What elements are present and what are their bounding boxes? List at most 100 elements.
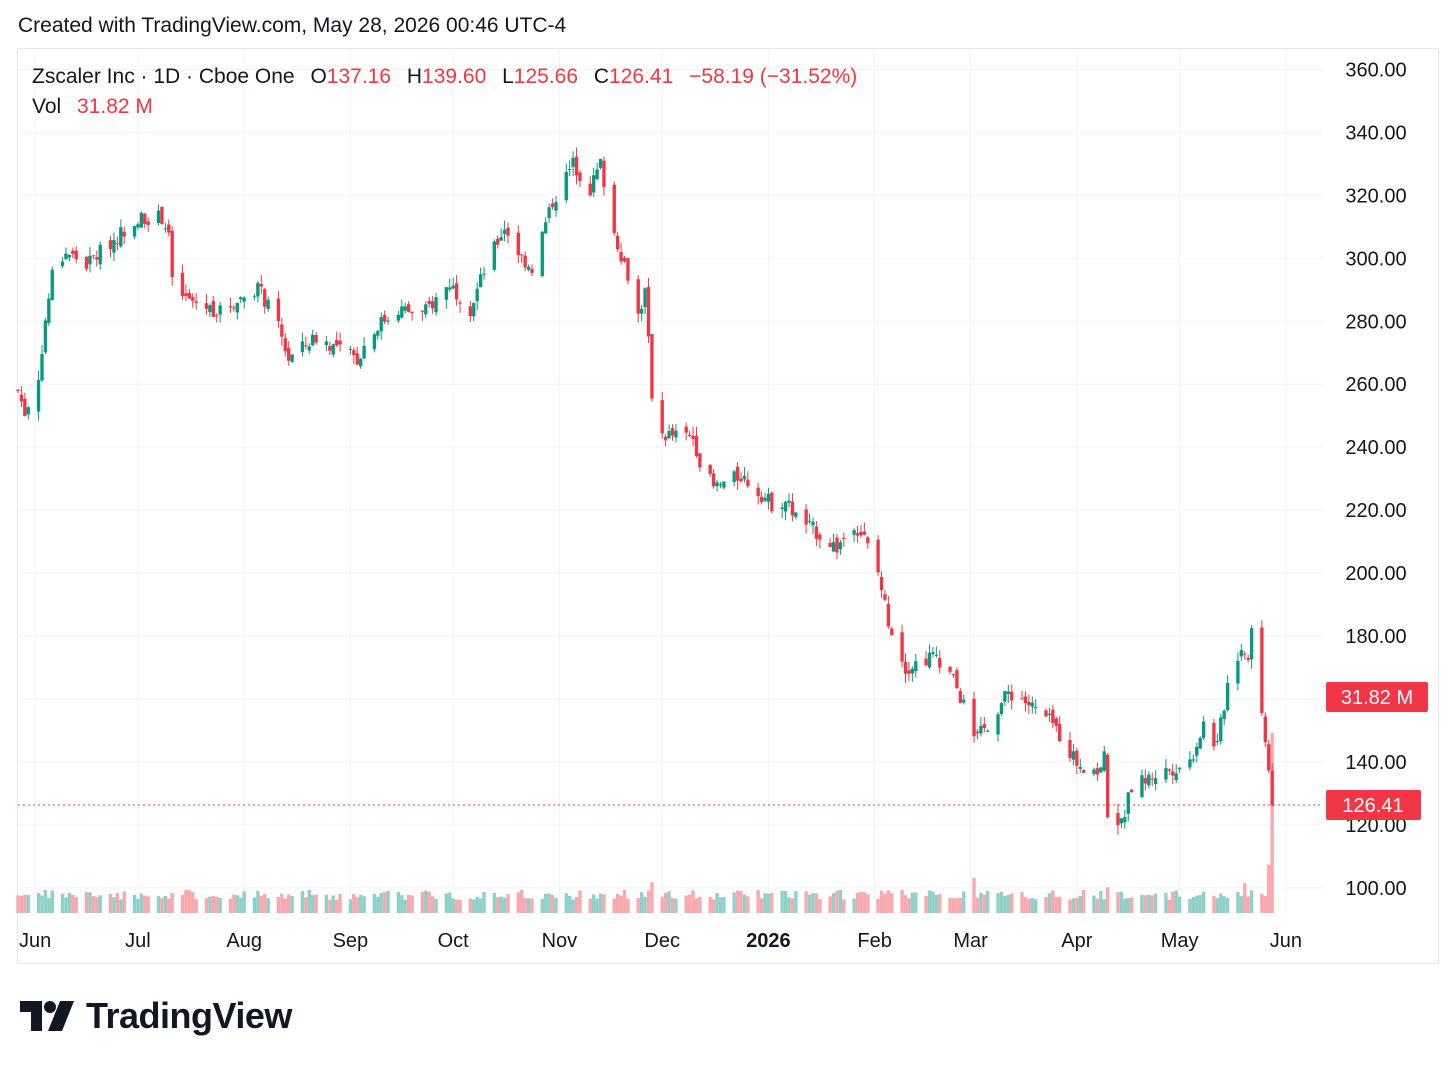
volume-bar — [907, 898, 911, 913]
volume-bar — [722, 897, 726, 913]
candle-body — [1222, 710, 1226, 719]
price-candles — [16, 147, 1274, 835]
candle-body — [95, 257, 99, 260]
candle-body — [866, 537, 870, 544]
candle-body — [612, 184, 616, 233]
volume-bar — [1095, 898, 1100, 913]
candle-body — [40, 353, 44, 381]
candle-body — [328, 346, 332, 351]
candle-body — [975, 731, 980, 734]
candle-body — [684, 426, 688, 433]
candle-body — [187, 292, 192, 299]
candle-body — [84, 256, 89, 269]
candle-body — [698, 453, 702, 468]
legend: Zscaler Inc · 1D · Cboe One O137.16 H139… — [32, 62, 857, 122]
volume-bar — [376, 896, 380, 913]
candle-body — [376, 330, 380, 336]
chart-attribution: Created with TradingView.com, May 28, 20… — [18, 14, 567, 37]
candle-body — [790, 501, 795, 516]
volume-bar — [160, 897, 164, 913]
candle-body — [766, 493, 771, 502]
candle-body — [1123, 817, 1127, 823]
candle-body — [619, 251, 623, 262]
volume-bar — [1198, 894, 1202, 913]
volume-bar — [263, 893, 267, 913]
volume-bar — [266, 898, 270, 913]
candle-body — [242, 297, 246, 302]
volume-bar — [602, 894, 606, 913]
volume-bar — [650, 882, 654, 913]
price-badge-text: 126.41 — [1342, 795, 1403, 817]
volume-bar — [674, 898, 678, 913]
x-tick-label: 2026 — [746, 930, 791, 952]
volume-bar — [986, 890, 990, 913]
candle-body — [636, 279, 640, 314]
legend-close-label: C — [593, 65, 610, 88]
candle-body — [1267, 744, 1271, 771]
volume-bar — [1116, 892, 1120, 913]
candle-body — [972, 698, 976, 737]
volume-bar — [958, 897, 963, 913]
volume-bar — [132, 894, 137, 913]
candle-body — [112, 239, 116, 253]
volume-bar — [40, 895, 44, 913]
volume-bar — [780, 890, 784, 913]
candle-body — [23, 398, 27, 416]
candle-body — [47, 298, 51, 323]
candle-body — [794, 512, 798, 517]
candle-body — [36, 379, 41, 412]
volume-bar — [1102, 899, 1106, 913]
volume-bar — [691, 890, 695, 913]
volume-bar — [108, 893, 113, 913]
volume-bar — [1260, 893, 1264, 913]
volume-bar — [708, 896, 712, 913]
candle-body — [239, 297, 243, 300]
volume-bar — [540, 898, 544, 913]
volume-bar — [191, 891, 195, 913]
candle-body — [472, 303, 476, 317]
candle-body — [1195, 746, 1199, 756]
time-axis: Jun Jul Aug Sep Oct Nov Dec 2026 Feb Mar Apr May Jun — [19, 930, 1302, 952]
candle-body — [574, 156, 579, 176]
y-tick-label: 200.00 — [1345, 563, 1406, 585]
candle-body — [1051, 709, 1055, 724]
candle-body — [564, 171, 568, 201]
volume-bar — [1082, 889, 1086, 913]
volume-bar — [492, 893, 496, 913]
y-tick-label: 340.00 — [1345, 122, 1406, 144]
candle-body — [1092, 769, 1096, 775]
volume-bar — [1071, 898, 1076, 913]
candle-body — [1082, 769, 1086, 773]
volume-bar — [999, 891, 1004, 913]
candle-body — [458, 302, 462, 304]
volume-bar — [1092, 895, 1096, 913]
candle-body — [835, 537, 839, 553]
candle-body — [496, 238, 500, 245]
volume-bar — [304, 897, 308, 913]
candle-body — [687, 434, 692, 436]
candle-body — [907, 670, 911, 674]
candle-body — [718, 484, 723, 486]
volume-bar — [143, 895, 147, 913]
candle-body — [184, 293, 188, 297]
candle-body — [571, 157, 575, 167]
volume-bar — [50, 890, 54, 913]
brand[interactable]: TradingView — [20, 995, 292, 1037]
candle-body — [122, 231, 126, 237]
candle-body — [300, 341, 305, 353]
volume-bar — [636, 898, 640, 913]
volume-bar — [1236, 891, 1240, 913]
volume-bar — [687, 894, 692, 913]
volume-bar — [403, 899, 407, 913]
y-tick-label: 140.00 — [1345, 752, 1406, 774]
candle-body — [266, 299, 270, 309]
candle-body — [1020, 698, 1024, 700]
candle-body — [962, 699, 966, 703]
candle-body — [660, 400, 664, 434]
volume-bar — [335, 899, 339, 913]
candle-body — [739, 478, 743, 482]
candle-body — [430, 301, 435, 309]
volume-bar — [26, 894, 30, 913]
volume-bar — [324, 894, 329, 913]
